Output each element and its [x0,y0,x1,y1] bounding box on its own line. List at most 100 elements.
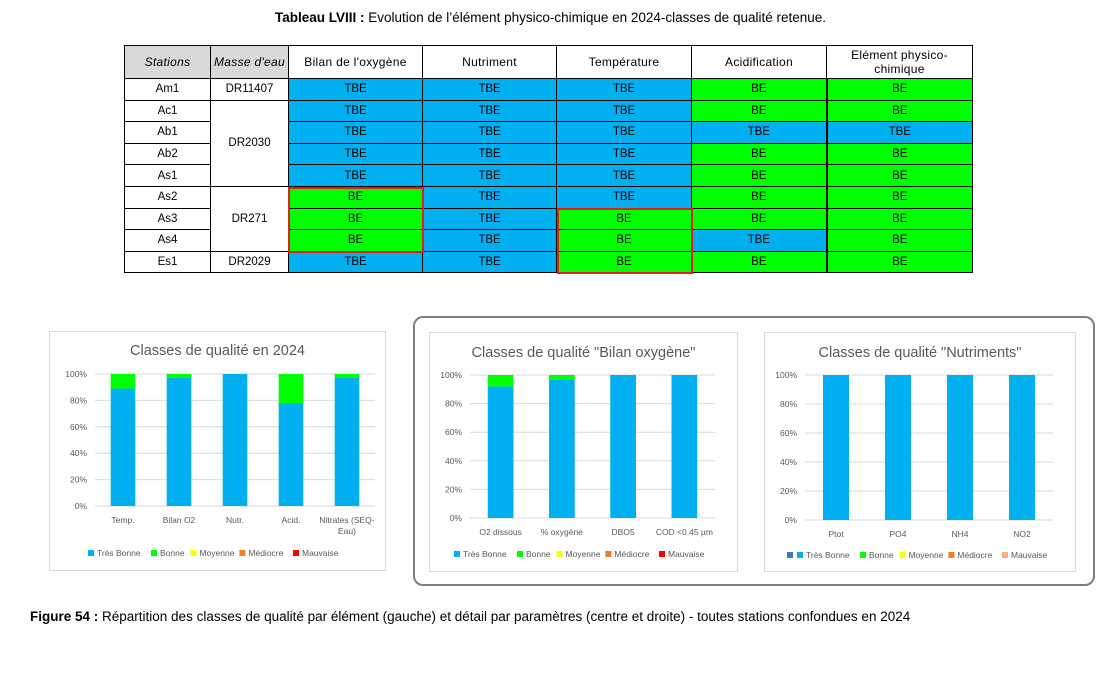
table-caption-label: Tableau LVIII : [274,10,365,25]
class-cell-element-physico-chimique: BE [825,164,973,187]
station-cell: As1 [124,164,211,187]
x-tick-label: NO2 [1013,529,1031,539]
table-caption-text: Evolution de l’élément physico-chimique … [364,10,827,25]
legend-swatch [454,551,460,557]
table-row: Ab2 TBE TBE TBE BE BE [124,142,973,166]
bar-segment [610,375,636,518]
legend-swatch [659,551,665,557]
detail-charts-group [413,316,1095,586]
table-row: Ab1 TBE TBE TBE TBE TBE [124,121,973,144]
class-cell-bilan-oxygene: BE [288,185,423,209]
station-cell: Am1 [124,78,211,101]
bar-segment [110,374,136,389]
class-cell-nutriment: TBE [422,78,557,101]
class-cell-element-physico-chimique: BE [825,207,973,231]
x-tick-label: O2 dissous [479,527,522,537]
y-tick-label: 60% [780,428,797,438]
header-nutriment: Nutriment [422,45,557,79]
table-header-row: Stations Masse d'eau Bilan de l'oxygène … [124,45,973,79]
table-row: Es1 DR2029 TBE TBE BE BE BE [124,250,973,274]
class-cell-bilan-oxygene: BE [288,207,423,231]
figure-caption: Figure 54 : Répartition des classes de q… [30,609,910,624]
legend-label: Très Bonne [97,548,141,558]
x-tick-label: COD <0.45 µm [656,527,713,537]
legend-label: Médiocre [614,549,649,559]
class-cell-acidification: BE [691,207,827,231]
header-temperature: Température [556,45,692,79]
bar-segment [549,379,575,518]
bar-segment [278,374,304,404]
masse-eau-cell: DR11407 [210,78,289,101]
class-cell-element-physico-chimique: BE [825,142,973,166]
bar-segment [278,403,304,506]
legend-label: Mauvaise [302,548,339,558]
legend-swatch [948,552,955,558]
header-acidification: Acidification [691,45,827,79]
x-tick-label: PO4 [889,529,906,539]
legend-swatch [190,550,197,556]
class-cell-bilan-oxygene: TBE [288,164,423,187]
header-bilan-oxygene: Bilan de l'oxygène [288,45,423,79]
bar-segment [487,386,514,518]
class-cell-bilan-oxygene: TBE [288,99,423,123]
bar-segment [487,375,514,387]
class-cell-acidification: BE [691,250,827,274]
y-tick-label: 100% [440,370,462,380]
legend-label: Très Bonne [463,549,507,559]
bar-segment [671,375,698,518]
station-cell: Ab2 [124,142,211,166]
y-tick-label: 60% [445,427,462,437]
chart-bilan-oxygene: Classes de qualité "Bilan oxygène" 0% 20%… [429,332,738,572]
class-cell-element-physico-chimique: BE [825,250,973,274]
y-tick-label: 20% [445,484,462,494]
class-cell-element-physico-chimique: BE [825,185,973,209]
chart-title: Classes de qualité "Bilan oxygène" [471,345,696,361]
bar-segment [1008,375,1036,520]
class-cell-nutriment: TBE [422,99,557,123]
legend-swatch [899,552,906,558]
y-tick-label: 80% [445,399,462,409]
legend-label: Bonne [869,550,894,560]
x-tick-label: Temp. [111,515,134,525]
header-masse-eau: Masse d'eau [210,45,289,79]
class-cell-temperature: BE [556,229,692,252]
class-cell-temperature: TBE [556,99,692,123]
y-tick-label: 0% [450,513,463,523]
x-tick-label: NH4 [951,529,968,539]
table-row: As1 TBE TBE TBE BE BE [124,164,973,187]
y-tick-label: 100% [65,369,87,379]
x-tick-label: % oxygène [541,527,583,537]
masse-eau-cell: DR2029 [210,250,289,274]
station-cell: As2 [124,185,211,209]
table-row: As4 BE TBE BE TBE BE [124,229,973,252]
legend-label: Mauvaise [1011,550,1048,560]
legend-label: Moyenne [909,550,944,560]
chart-classes-2024: Classes de qualité en 2024 0% 20% 40% 60% 80… [49,331,386,571]
bar-segment [222,374,248,506]
class-cell-bilan-oxygene: TBE [288,121,423,144]
station-cell: As4 [124,229,211,252]
chart-title: Classes de qualité en 2024 [130,343,305,359]
class-cell-nutriment: TBE [422,207,557,231]
class-cell-temperature: BE [556,250,692,274]
station-cell: Ab1 [124,121,211,144]
class-cell-temperature: BE [556,207,692,231]
y-tick-label: 80% [780,399,797,409]
class-cell-bilan-oxygene: TBE [288,250,423,274]
class-cell-acidification: BE [691,164,827,187]
table-row: Am1 DR11407 TBE TBE TBE BE BE [124,78,973,101]
chart-bilan-oxygene-svg: 0% 20% 40% 60% 80% 100% O2 dissous % oxygène DBO… [440,370,715,559]
class-cell-temperature: TBE [556,142,692,166]
bar-segment [334,377,360,506]
x-tick-label: Nitrates (SEQ-Eau) [319,515,374,536]
table-caption: Tableau LVIII : Evolution de l’élément p… [0,10,1101,25]
masse-eau-cell: DR271 [210,185,289,252]
legend-swatch [293,550,299,556]
bar-segment [884,375,912,520]
bar-segment [166,374,192,378]
bar-segment [166,377,192,506]
station-cell: Es1 [124,250,211,274]
legend-swatch [787,552,793,558]
chart-nutriments-svg: 0% 20% 40% 60% 80% 100% Ptot PO4 NH4 NO2 Très Bonn… [775,370,1053,560]
y-tick-label: 40% [70,448,87,458]
